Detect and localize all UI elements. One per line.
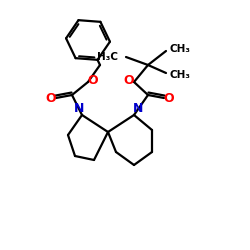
Text: N: N [74,102,84,116]
Text: CH₃: CH₃ [170,44,190,54]
Text: O: O [88,74,98,86]
Text: O: O [46,92,56,104]
Text: N: N [133,102,143,116]
Text: H₃C: H₃C [98,52,118,62]
Text: O: O [164,92,174,104]
Text: O: O [124,74,134,86]
Text: CH₃: CH₃ [170,70,190,80]
